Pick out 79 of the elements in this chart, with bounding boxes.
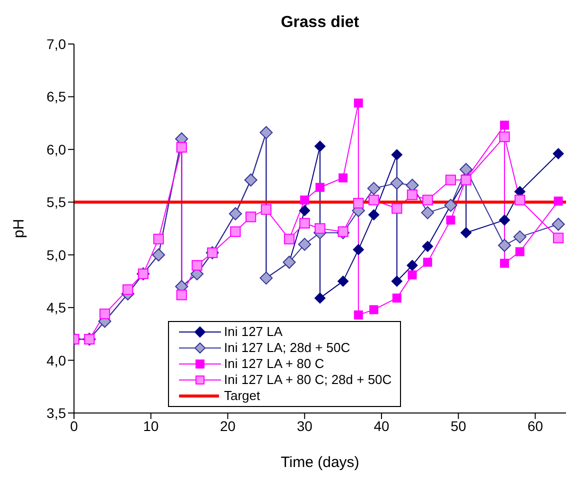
point — [421, 206, 434, 220]
point — [153, 234, 164, 244]
point — [552, 218, 565, 231]
point — [408, 270, 417, 280]
point — [369, 305, 378, 314]
point — [367, 182, 380, 195]
x-tick-label: 40 — [374, 418, 390, 434]
point — [514, 194, 526, 206]
legend-label: Ini 127 LA — [224, 324, 283, 340]
y-tick-label: 6,0 — [46, 141, 66, 158]
point — [192, 260, 202, 271]
point — [391, 149, 402, 160]
point — [298, 238, 312, 251]
point — [176, 142, 187, 153]
point — [299, 205, 310, 216]
point — [176, 290, 187, 300]
point — [500, 258, 509, 268]
point — [338, 226, 348, 237]
legend-label: Ini 127 LA + 80 C; 28d + 50C — [224, 372, 392, 388]
y-tick-label: 6,5 — [46, 88, 66, 105]
point — [368, 194, 380, 206]
point — [423, 258, 432, 267]
point — [316, 182, 324, 192]
point — [499, 131, 510, 142]
point — [406, 189, 418, 200]
point — [314, 140, 326, 152]
point — [391, 276, 402, 287]
point — [500, 120, 509, 130]
point — [314, 292, 326, 304]
point — [554, 196, 563, 206]
x-tick-label: 60 — [527, 418, 544, 434]
point — [392, 203, 402, 214]
y-tick-label: 3,5 — [46, 404, 66, 421]
legend-label: Ini 127 LA; 28d + 50C — [224, 340, 350, 356]
point — [406, 260, 418, 271]
y-tick-label: 5,0 — [46, 246, 66, 263]
point — [99, 308, 110, 320]
x-tick-label: 10 — [143, 418, 159, 434]
point — [390, 176, 404, 190]
point — [498, 238, 511, 252]
x-tick-label: 20 — [220, 418, 236, 434]
point — [422, 194, 433, 206]
point — [338, 276, 349, 287]
point — [460, 227, 472, 238]
chart-title: Grass diet — [280, 14, 360, 32]
point — [445, 174, 456, 186]
point — [553, 232, 564, 244]
x-tick-label: 50 — [450, 418, 466, 434]
point — [246, 212, 256, 222]
y-tick-label: 7,0 — [46, 36, 66, 52]
point — [230, 226, 241, 237]
point — [392, 294, 402, 303]
legend-label: Ini 127 LA + 80 C — [224, 356, 324, 372]
point — [353, 198, 364, 208]
point — [499, 214, 510, 226]
y-tick-label: 4,5 — [46, 300, 66, 316]
point — [300, 196, 310, 205]
point — [122, 284, 134, 295]
point — [314, 223, 326, 234]
point — [422, 240, 434, 252]
point — [368, 209, 380, 220]
x-axis-title: Time (days) — [280, 454, 360, 471]
point — [260, 204, 272, 215]
point — [338, 173, 348, 182]
x-tick-label: 0 — [70, 418, 78, 434]
point — [354, 310, 363, 320]
legend-label: Target — [224, 388, 260, 404]
y-axis-title: pH — [10, 218, 28, 238]
point — [446, 216, 456, 225]
y-tick-label: 4,0 — [46, 352, 66, 368]
point — [552, 148, 564, 160]
x-tick-label: 30 — [296, 418, 313, 434]
point — [513, 230, 526, 244]
point — [460, 162, 473, 176]
point — [299, 218, 310, 229]
point — [352, 244, 364, 256]
point — [515, 247, 524, 256]
y-tick-label: 5,5 — [46, 194, 66, 210]
point — [354, 98, 363, 108]
